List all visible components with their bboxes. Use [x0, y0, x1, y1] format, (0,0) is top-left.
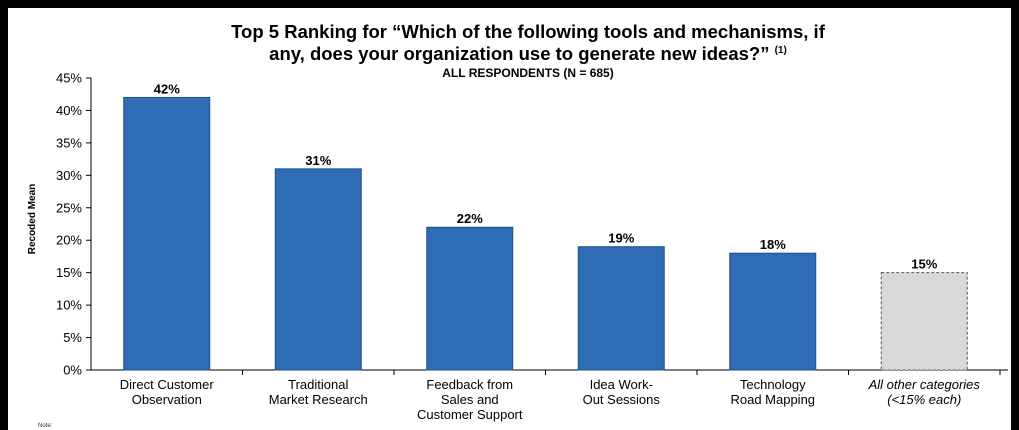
chart-subtitle: ALL RESPONDENTS (N = 685): [442, 66, 614, 80]
bar-chart: Recoded Mean 0% 5% 10% 15% 20% 25% 30% 35% 40% 45%…: [27, 71, 1008, 422]
bar-value-label: 18%: [760, 237, 786, 252]
bar: [880, 272, 968, 371]
y-tick-label: 30%: [56, 168, 82, 183]
x-tick-label-line: Road Mapping: [730, 392, 815, 407]
x-tick-label-line: Traditional: [288, 377, 348, 392]
bar-value-label: 31%: [305, 153, 331, 168]
y-tick-label: 10%: [56, 298, 82, 313]
x-tick-label-line: All other categories: [868, 377, 981, 392]
bar: [274, 168, 362, 371]
bar-value-label: 19%: [608, 231, 634, 246]
x-tick-label-line: Customer Support: [417, 407, 523, 422]
chart-frame: Top 5 Ranking for “Which of the followin…: [8, 8, 1011, 430]
x-tick-label-line: Idea Work-: [590, 377, 653, 392]
y-tick-label: 35%: [56, 135, 82, 150]
x-tick-label: Direct Customer Observation: [120, 377, 215, 407]
y-tick-label: 5%: [63, 330, 82, 345]
bar: [577, 246, 665, 371]
x-tick-label-line: Feedback from: [426, 377, 513, 392]
chart-title-line-1: Top 5 Ranking for “Which of the followin…: [231, 21, 825, 42]
y-tick-label: 15%: [56, 265, 82, 280]
bar: [123, 96, 211, 371]
x-tick-label-line: (<15% each): [887, 392, 961, 407]
x-tick-label-line: Direct Customer: [120, 377, 215, 392]
y-tick-label: 45%: [56, 71, 82, 86]
bar-value-label: 42%: [154, 81, 180, 96]
x-tick-label-line: Market Research: [269, 392, 368, 407]
chart-title-line-2-text: any, does your organization use to gener…: [269, 43, 770, 64]
y-tick-label: 25%: [56, 200, 82, 215]
y-tick-label: 20%: [56, 233, 82, 248]
x-tick-label-line: Sales and: [441, 392, 499, 407]
x-tick-label-line: Out Sessions: [583, 392, 661, 407]
y-tick-label: 40%: [56, 103, 82, 118]
title-footnote-marker: (1): [774, 44, 787, 56]
x-tick-label: All other categories (<15% each): [868, 377, 981, 407]
y-axis-label: Recoded Mean: [27, 184, 38, 255]
y-tick-label: 0%: [63, 363, 82, 378]
x-tick-label: Traditional Market Research: [269, 377, 368, 407]
x-tick-label-line: Observation: [132, 392, 202, 407]
x-tick-label: Technology Road Mapping: [730, 377, 815, 407]
x-tick-label-line: Technology: [740, 377, 806, 392]
x-tick-label: Feedback from Sales and Customer Support: [417, 377, 523, 422]
chart-title-line-2: any, does your organization use to gener…: [78, 43, 978, 65]
x-tick-label: Idea Work-Out Sessions: [583, 377, 661, 407]
bar: [729, 252, 817, 371]
bar: [426, 226, 514, 371]
bar-value-label: 15%: [911, 257, 937, 272]
bar-value-label: 22%: [457, 211, 483, 226]
note-label: Note:: [38, 423, 53, 429]
